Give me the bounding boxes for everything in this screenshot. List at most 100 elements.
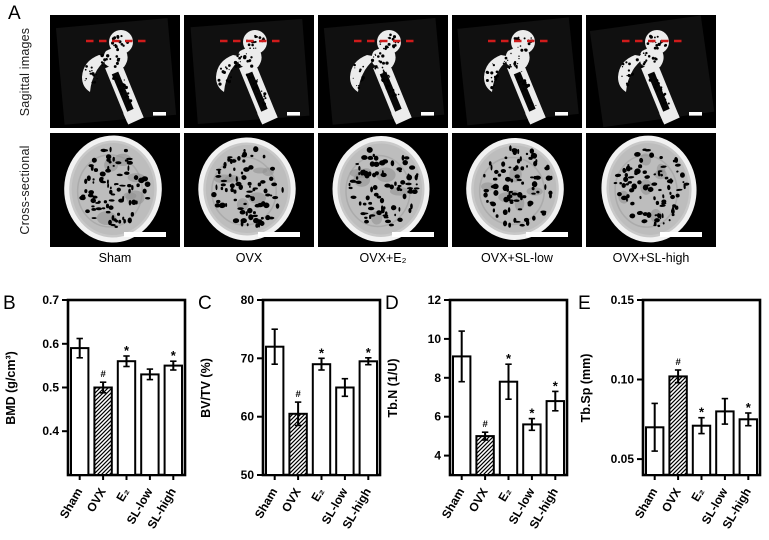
x-category-label: OVX xyxy=(659,486,684,515)
x-category-label: E₂ xyxy=(113,486,132,505)
tile-cross-ovx-sl-high xyxy=(586,133,716,252)
scale-bar-small xyxy=(421,112,434,116)
y-tick-label: 10 xyxy=(428,332,442,346)
y-tick-label: 50 xyxy=(241,468,255,482)
panel-e-label: E xyxy=(578,293,591,314)
x-category-label: OVX xyxy=(466,486,491,515)
error-bar-SL-high xyxy=(552,390,559,412)
scale-bar-small xyxy=(555,112,568,116)
x-category-label: Sham xyxy=(252,486,280,521)
row-label-sagittal: Sagittal images xyxy=(18,27,32,117)
significance-star: * xyxy=(553,378,559,393)
scale-bar-large xyxy=(392,232,434,237)
x-category-label: OVX xyxy=(279,486,304,515)
scale-bar-small xyxy=(153,112,166,116)
error-bar-Sham xyxy=(271,328,278,365)
bone-sagittal xyxy=(350,30,412,125)
tile-sagittal-ovx-sl-high xyxy=(586,15,716,133)
bar-SL-low xyxy=(335,386,355,476)
error-bar-SL-high xyxy=(745,412,752,427)
scale-bar-large xyxy=(258,232,300,237)
y-axis-label: Tb.Sp (mm) xyxy=(579,354,593,423)
column-label-ovx-sl-high: OVX+SL-high xyxy=(612,251,690,265)
column-label-ovx-sl-low: OVX+SL-low xyxy=(481,251,553,265)
significance-star: * xyxy=(171,348,177,363)
bar-SL-low xyxy=(140,373,160,476)
chart-panel-bvtv: C 50 60 70 80 BV/TV (%) Sham # OVX * E₂ SL-low xyxy=(195,288,389,540)
bone-cross-section xyxy=(64,135,162,243)
column-label-ovx-e2: OVX+E₂ xyxy=(359,251,407,265)
y-axis-label: BV/TV (%) xyxy=(199,358,213,418)
error-bar-SL-low xyxy=(146,368,154,381)
error-bar-SL-low xyxy=(341,377,349,398)
y-tick-label: 12 xyxy=(428,293,442,307)
error-bar-OVX xyxy=(294,401,302,427)
scale-bar-small xyxy=(689,112,702,116)
significance-hash: # xyxy=(100,369,106,380)
bar-E₂ xyxy=(311,363,332,476)
tile-sagittal-ovx-sl-low xyxy=(452,15,582,133)
tile-sagittal-ovx xyxy=(184,15,314,133)
y-tick-label: 0.5 xyxy=(42,381,59,395)
tile-cross-ovx-sl-low xyxy=(452,133,582,252)
significance-star: * xyxy=(506,351,512,366)
cross-section-scan-ovx-e2 xyxy=(318,133,448,247)
tile-sagittal-ovx-e2 xyxy=(318,15,448,133)
error-bar-E₂ xyxy=(318,357,325,371)
y-tick-label: 70 xyxy=(241,351,255,365)
significance-star: * xyxy=(366,345,372,360)
error-bar-OVX xyxy=(99,381,107,394)
error-bar-SL-low xyxy=(721,397,729,425)
significance-hash: # xyxy=(675,357,681,368)
bar-Sham xyxy=(70,347,90,476)
chart-panel-tbsp: E 0.05 0.10 0.15 Tb.Sp (mm) Sham # OVX * E₂ S… xyxy=(575,288,769,540)
error-bar-E₂ xyxy=(698,416,705,435)
x-category-label: OVX xyxy=(84,486,109,515)
x-category-label: Sham xyxy=(632,486,660,521)
bone-cross-section xyxy=(601,135,697,243)
sagittal-scan-ovx-e2 xyxy=(318,15,448,128)
x-category-label: Sham xyxy=(57,486,85,521)
y-tick-label: 0.05 xyxy=(611,452,635,466)
scale-bar-small xyxy=(287,112,300,116)
error-bar-Sham xyxy=(458,330,465,383)
error-bar-E₂ xyxy=(123,355,130,368)
cross-section-scan-ovx-sl-high xyxy=(586,133,716,247)
bone-sagittal xyxy=(484,30,546,125)
bone-sagittal xyxy=(216,30,278,125)
y-tick-label: 0.10 xyxy=(611,373,635,387)
y-tick-label: 0.6 xyxy=(42,337,59,351)
bar-OVX xyxy=(668,375,688,476)
x-category-label: E₂ xyxy=(688,486,707,505)
x-category-label: E₂ xyxy=(495,486,514,505)
significance-hash: # xyxy=(482,419,488,430)
error-bar-OVX xyxy=(674,369,682,384)
x-category-label: Sham xyxy=(439,486,467,521)
y-tick-label: 0.4 xyxy=(42,424,59,438)
bone-sagittal xyxy=(82,30,144,125)
sagittal-scan-sham xyxy=(50,15,180,128)
bar-OVX xyxy=(93,386,113,476)
y-axis-label: Tb.N (1/U) xyxy=(386,358,400,417)
sagittal-scan-ovx-sl-high xyxy=(586,15,716,128)
chart-panel-tbn: D 4 6 8 10 12 Tb.N (1/U) Sham # OVX * E₂ * SL-lo… xyxy=(382,288,576,540)
significance-star: * xyxy=(319,345,325,360)
sagittal-scan-ovx xyxy=(184,15,314,128)
y-axis-label: BMD (g/cm³) xyxy=(4,351,18,425)
panel-c-label: C xyxy=(198,293,212,314)
bone-sagittal xyxy=(618,30,680,125)
bone-cross-section xyxy=(466,138,564,240)
bar-SL-high xyxy=(358,360,379,477)
error-bar-Sham xyxy=(651,402,658,452)
scale-bar-large xyxy=(660,232,702,237)
chart-panel-bmd: B 0.4 0.5 0.6 0.7 BMD (g/cm³) Sham # OVX * E₂ … xyxy=(0,288,194,540)
error-bar-E₂ xyxy=(505,363,512,400)
y-tick-label: 4 xyxy=(434,449,441,463)
cross-section-scan-ovx xyxy=(184,133,314,247)
error-bar-SL-high xyxy=(365,357,372,366)
cross-section-scan-ovx-sl-low xyxy=(452,133,582,247)
tile-cross-sham xyxy=(50,133,180,252)
y-tick-label: 0.7 xyxy=(42,293,59,307)
